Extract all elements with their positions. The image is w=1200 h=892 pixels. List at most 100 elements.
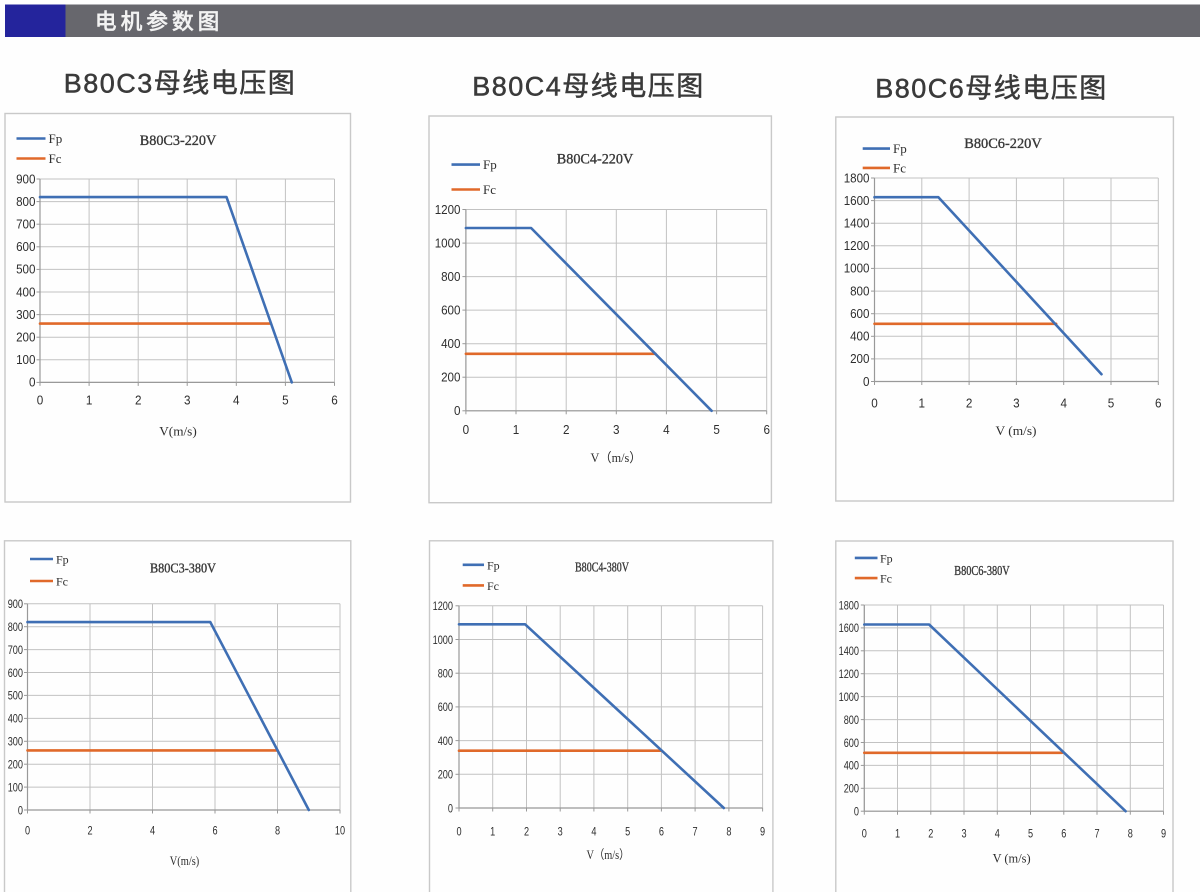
- svg-text:V(m/s): V(m/s): [170, 854, 200, 868]
- svg-text:800: 800: [441, 270, 460, 284]
- svg-text:Fc: Fc: [49, 151, 62, 166]
- svg-text:1000: 1000: [839, 690, 860, 704]
- svg-text:800: 800: [844, 713, 860, 727]
- svg-text:600: 600: [850, 307, 869, 321]
- svg-text:B80C4母线电压图: B80C4母线电压图: [472, 72, 705, 102]
- svg-text:500: 500: [8, 689, 24, 703]
- svg-text:3: 3: [961, 826, 966, 840]
- svg-text:800: 800: [16, 195, 35, 209]
- svg-text:4: 4: [1060, 396, 1067, 410]
- svg-text:6: 6: [1061, 826, 1066, 840]
- svg-text:8: 8: [726, 824, 731, 838]
- svg-text:800: 800: [8, 620, 24, 634]
- svg-text:V（m/s）: V（m/s）: [587, 848, 630, 862]
- svg-text:200: 200: [438, 768, 454, 782]
- svg-text:B80C6母线电压图: B80C6母线电压图: [875, 74, 1108, 104]
- svg-text:1: 1: [895, 826, 900, 840]
- svg-text:1200: 1200: [433, 599, 454, 613]
- svg-text:200: 200: [844, 782, 860, 796]
- svg-text:0: 0: [448, 801, 453, 815]
- svg-text:V（m/s）: V（m/s）: [591, 450, 642, 465]
- svg-text:200: 200: [850, 352, 869, 366]
- svg-text:Fc: Fc: [56, 575, 68, 589]
- svg-text:10: 10: [335, 823, 345, 837]
- svg-text:300: 300: [8, 735, 24, 749]
- svg-text:1400: 1400: [839, 644, 860, 658]
- svg-text:3: 3: [558, 824, 563, 838]
- svg-text:400: 400: [850, 330, 869, 344]
- svg-text:4: 4: [663, 423, 670, 437]
- svg-text:B80C3-380V: B80C3-380V: [150, 562, 216, 577]
- svg-text:1600: 1600: [839, 621, 860, 635]
- svg-text:0: 0: [463, 423, 470, 437]
- svg-text:8: 8: [275, 823, 280, 837]
- svg-text:400: 400: [844, 759, 860, 773]
- svg-text:6: 6: [212, 823, 217, 837]
- svg-text:1600: 1600: [844, 194, 870, 208]
- svg-text:5: 5: [625, 824, 630, 838]
- svg-text:4: 4: [995, 826, 1000, 840]
- svg-text:200: 200: [8, 758, 24, 772]
- svg-text:5: 5: [282, 393, 289, 407]
- svg-text:600: 600: [438, 700, 454, 714]
- svg-text:1200: 1200: [839, 667, 860, 681]
- svg-text:Fc: Fc: [487, 579, 499, 593]
- svg-text:B80C6-380V: B80C6-380V: [954, 563, 1010, 578]
- svg-text:0: 0: [25, 823, 30, 837]
- svg-text:300: 300: [16, 308, 35, 322]
- svg-text:1000: 1000: [433, 633, 454, 647]
- svg-text:1: 1: [86, 393, 93, 407]
- svg-text:6: 6: [763, 423, 770, 437]
- svg-text:Fc: Fc: [483, 182, 496, 197]
- svg-text:1800: 1800: [839, 598, 860, 612]
- svg-text:V(m/s): V(m/s): [159, 424, 197, 439]
- svg-text:9: 9: [1161, 826, 1166, 840]
- svg-text:V (m/s): V (m/s): [996, 423, 1037, 438]
- svg-text:Fp: Fp: [487, 558, 500, 572]
- svg-text:6: 6: [331, 393, 338, 407]
- svg-text:800: 800: [438, 667, 454, 681]
- svg-text:B80C4-220V: B80C4-220V: [557, 152, 634, 168]
- svg-text:400: 400: [438, 734, 454, 748]
- svg-text:600: 600: [8, 666, 24, 680]
- svg-text:0: 0: [871, 396, 878, 410]
- svg-text:800: 800: [850, 284, 869, 298]
- svg-text:1000: 1000: [435, 236, 461, 250]
- svg-text:B80C4-380V: B80C4-380V: [575, 560, 629, 575]
- svg-text:7: 7: [693, 824, 698, 838]
- svg-text:5: 5: [1108, 396, 1115, 410]
- svg-text:2: 2: [524, 824, 529, 838]
- svg-text:100: 100: [8, 780, 24, 794]
- svg-text:Fp: Fp: [56, 553, 69, 567]
- svg-text:700: 700: [16, 218, 35, 232]
- svg-text:9: 9: [760, 824, 765, 838]
- svg-text:1: 1: [919, 396, 926, 410]
- svg-text:7: 7: [1094, 826, 1099, 840]
- svg-text:4: 4: [591, 824, 596, 838]
- svg-text:100: 100: [16, 353, 35, 367]
- svg-text:1400: 1400: [844, 217, 870, 231]
- svg-text:1: 1: [513, 423, 520, 437]
- svg-text:B80C3-220V: B80C3-220V: [140, 133, 217, 149]
- svg-text:4: 4: [150, 823, 155, 837]
- svg-text:B80C3母线电压图: B80C3母线电压图: [64, 69, 297, 99]
- svg-text:Fp: Fp: [483, 157, 497, 172]
- svg-text:1: 1: [490, 824, 495, 838]
- svg-text:V (m/s): V (m/s): [993, 852, 1031, 866]
- svg-text:5: 5: [1028, 826, 1033, 840]
- svg-text:600: 600: [844, 736, 860, 750]
- svg-text:600: 600: [16, 240, 35, 254]
- svg-text:Fc: Fc: [893, 160, 906, 175]
- svg-text:Fp: Fp: [49, 131, 63, 146]
- svg-text:900: 900: [8, 597, 24, 611]
- svg-text:4: 4: [233, 393, 240, 407]
- svg-text:200: 200: [16, 331, 35, 345]
- svg-text:2: 2: [928, 826, 933, 840]
- svg-text:Fp: Fp: [893, 141, 907, 156]
- svg-text:6: 6: [659, 824, 664, 838]
- svg-text:1200: 1200: [435, 203, 461, 217]
- svg-text:5: 5: [713, 423, 720, 437]
- svg-text:1800: 1800: [844, 171, 870, 185]
- svg-text:电机参数图: 电机参数图: [95, 9, 224, 34]
- svg-text:1000: 1000: [844, 262, 870, 276]
